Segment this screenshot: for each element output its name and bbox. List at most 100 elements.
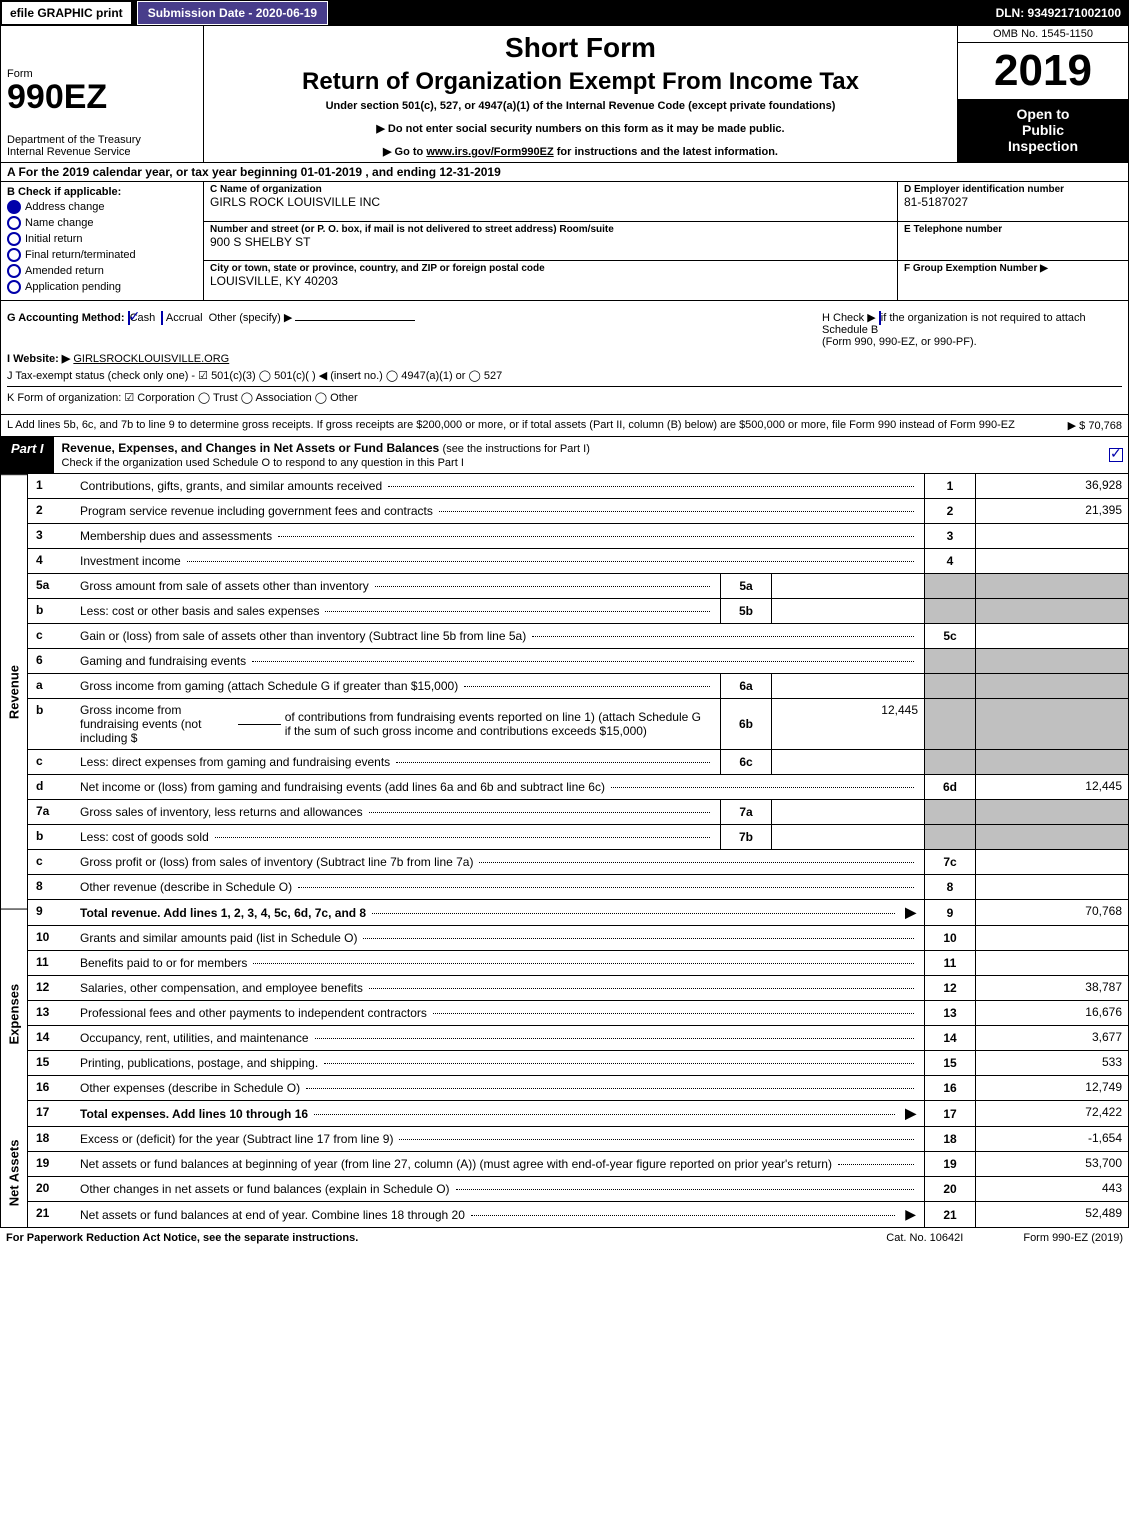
line-8: 8Other revenue (describe in Schedule O)8: [28, 875, 1128, 900]
line-description: Net income or (loss) from gaming and fun…: [76, 775, 924, 799]
line-13: 13Professional fees and other payments t…: [28, 1001, 1128, 1026]
desc-text: Net assets or fund balances at beginning…: [80, 1157, 832, 1171]
line-value: 533: [975, 1051, 1128, 1075]
tab-expenses: Expenses: [1, 909, 27, 1119]
arrow-icon: ▶: [901, 1105, 920, 1122]
desc-text: Membership dues and assessments: [80, 529, 272, 543]
checkbox-icon: [7, 280, 21, 294]
desc-text: Gross income from fundraising events (no…: [80, 703, 234, 745]
line-value: 38,787: [975, 976, 1128, 1000]
line-14: 14Occupancy, rent, utilities, and mainte…: [28, 1026, 1128, 1051]
line-ref: 1: [924, 474, 975, 498]
line-ref: 8: [924, 875, 975, 899]
form-header: Form 990EZ Department of the Treasury In…: [0, 26, 1129, 163]
subline-value: 12,445: [771, 699, 924, 749]
leader-dots: [314, 1113, 895, 1115]
subline-value: [771, 825, 924, 849]
leader-dots: [838, 1163, 914, 1165]
line-description: Less: cost of goods sold: [76, 825, 720, 849]
chk-label: Address change: [25, 201, 105, 213]
line-description: Gain or (loss) from sale of assets other…: [76, 624, 924, 648]
page-footer: For Paperwork Reduction Act Notice, see …: [0, 1228, 1129, 1248]
line-ref: 9: [924, 900, 975, 925]
line-description: Grants and similar amounts paid (list in…: [76, 926, 924, 950]
header-left: Form 990EZ Department of the Treasury In…: [1, 26, 204, 162]
desc-text: Benefits paid to or for members: [80, 956, 247, 970]
blank-amount[interactable]: [238, 724, 281, 725]
desc-text: Gross sales of inventory, less returns a…: [80, 805, 363, 819]
chk-accrual[interactable]: [161, 311, 163, 325]
line-value: [975, 624, 1128, 648]
checkbox-icon: [7, 200, 21, 214]
line-value: 16,676: [975, 1001, 1128, 1025]
line-value-shaded: [975, 825, 1128, 849]
chk-amended[interactable]: Amended return: [7, 264, 197, 278]
row-k-org-form: K Form of organization: ☑ Corporation ◯ …: [7, 391, 1122, 404]
dln-number: DLN: 93492171002100: [996, 6, 1129, 20]
chk-final-return[interactable]: Final return/terminated: [7, 248, 197, 262]
subline-label: 7a: [720, 800, 771, 824]
irs-link[interactable]: www.irs.gov/Form990EZ: [426, 146, 553, 158]
leader-dots: [372, 912, 895, 914]
line-ref-shaded: [924, 599, 975, 623]
line-6: 6Gaming and fundraising events: [28, 649, 1128, 674]
line-ref: 16: [924, 1076, 975, 1100]
line-number: 14: [28, 1026, 76, 1050]
line-ref: 3: [924, 524, 975, 548]
leader-dots: [325, 610, 710, 612]
part-i-checkbox[interactable]: [1104, 437, 1128, 473]
line-description: Net assets or fund balances at beginning…: [76, 1152, 924, 1176]
chk-address-change[interactable]: Address change: [7, 200, 197, 214]
chk-label: Initial return: [25, 233, 82, 245]
line-ref-shaded: [924, 699, 975, 749]
chk-not-required[interactable]: [879, 311, 881, 325]
desc-text: Total expenses. Add lines 10 through 16: [80, 1107, 308, 1121]
line-description: Occupancy, rent, utilities, and maintena…: [76, 1026, 924, 1050]
line-ref-shaded: [924, 750, 975, 774]
chk-label: Amended return: [25, 265, 104, 277]
chk-name-change[interactable]: Name change: [7, 216, 197, 230]
ein-caption: D Employer identification number: [904, 184, 1122, 195]
leader-dots: [433, 1012, 914, 1014]
checkbox-icon: [7, 264, 21, 278]
subline-value: [771, 800, 924, 824]
line-ref: 18: [924, 1127, 975, 1151]
inspection-line-2: Public: [960, 122, 1126, 138]
line-ref-shaded: [924, 800, 975, 824]
desc-text: Less: cost of goods sold: [80, 830, 209, 844]
line-description: Net assets or fund balances at end of ye…: [76, 1202, 924, 1227]
desc-text: Other expenses (describe in Schedule O): [80, 1081, 300, 1095]
line-9: 9Total revenue. Add lines 1, 2, 3, 4, 5c…: [28, 900, 1128, 926]
line-description: Gross income from gaming (attach Schedul…: [76, 674, 720, 698]
line-number: 12: [28, 976, 76, 1000]
desc-text: Salaries, other compensation, and employ…: [80, 981, 363, 995]
checkbox-icon: [7, 248, 21, 262]
leader-dots: [611, 786, 914, 788]
leader-dots: [375, 585, 710, 587]
chk-initial-return[interactable]: Initial return: [7, 232, 197, 246]
other-specify-input[interactable]: [295, 320, 415, 321]
row-h-post: (Form 990, 990-EZ, or 990-PF).: [822, 336, 977, 348]
line-description: Gross sales of inventory, less returns a…: [76, 800, 720, 824]
line-value: [975, 875, 1128, 899]
line-ref: 5c: [924, 624, 975, 648]
inspection-line-3: Inspection: [960, 138, 1126, 154]
chk-cash[interactable]: [128, 311, 130, 325]
line-ref: 21: [924, 1202, 975, 1227]
part-i-paren: (see the instructions for Part I): [443, 443, 590, 455]
paperwork-notice: For Paperwork Reduction Act Notice, see …: [6, 1232, 826, 1244]
line-15: 15Printing, publications, postage, and s…: [28, 1051, 1128, 1076]
website-link[interactable]: GIRLSROCKLOUISVILLE.ORG: [73, 353, 229, 365]
line-6b: bGross income from fundraising events (n…: [28, 699, 1128, 750]
line-6a: aGross income from gaming (attach Schedu…: [28, 674, 1128, 699]
line-value: [975, 926, 1128, 950]
line-4: 4Investment income4: [28, 549, 1128, 574]
leader-dots: [278, 535, 914, 537]
efile-print-button[interactable]: efile GRAPHIC print: [2, 2, 131, 24]
chk-application-pending[interactable]: Application pending: [7, 280, 197, 294]
line-value: 70,768: [975, 900, 1128, 925]
line-number: 3: [28, 524, 76, 548]
tab-net-assets: Net Assets: [1, 1119, 27, 1227]
line-number: a: [28, 674, 76, 698]
org-city-cell: City or town, state or province, country…: [204, 261, 897, 300]
